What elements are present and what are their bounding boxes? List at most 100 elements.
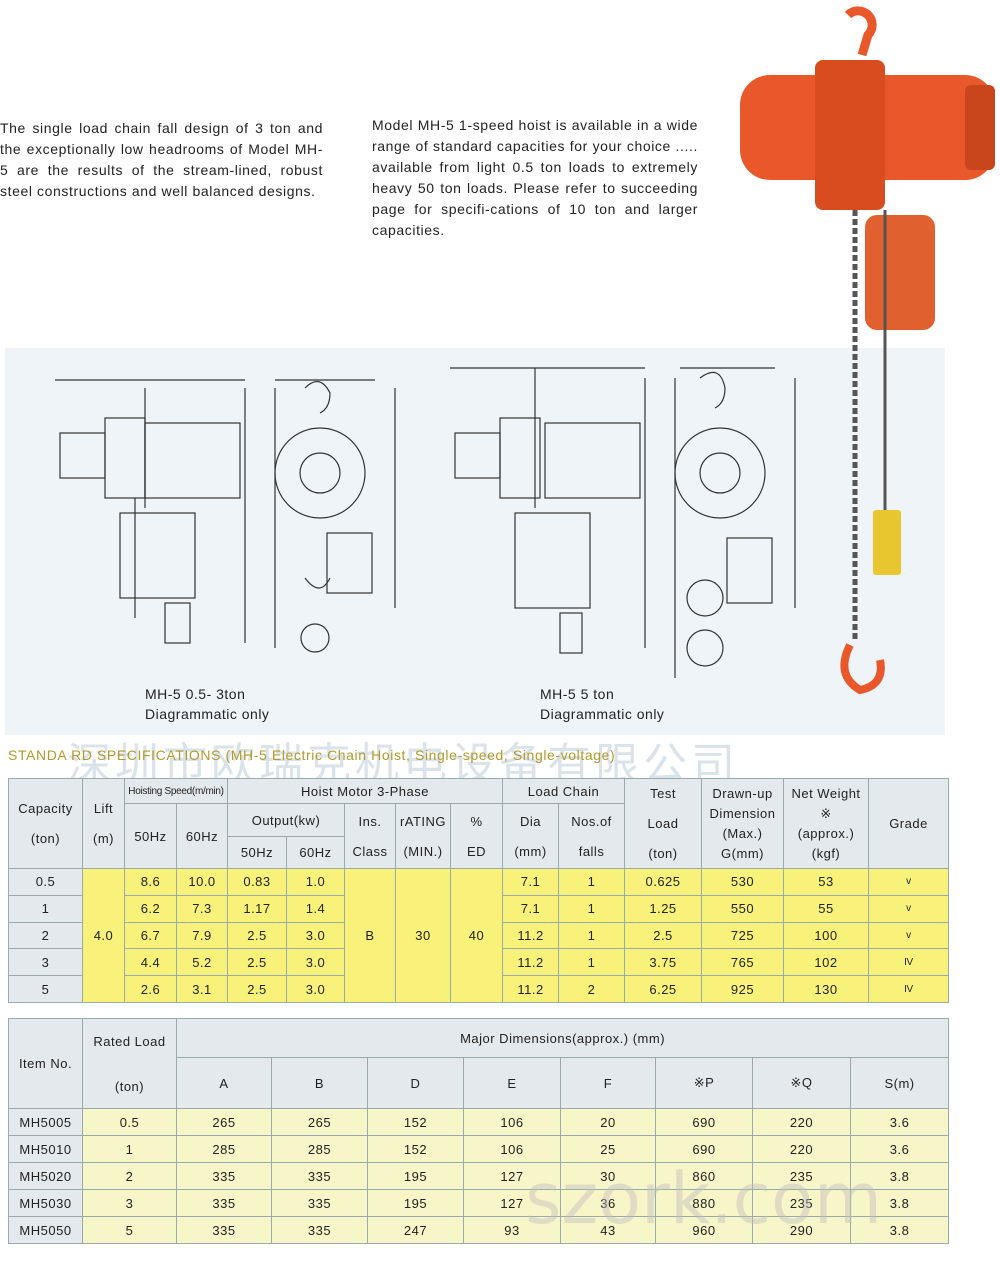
- cell-dia: 7.1: [502, 868, 560, 896]
- cell-speed-60hz: 5.2: [176, 948, 228, 977]
- cell-output-60hz: 1.4: [286, 894, 345, 923]
- cell-falls: 1: [558, 868, 626, 896]
- cell-speed-60hz: 3.1: [176, 975, 228, 1003]
- cell-value: 285: [271, 1135, 368, 1163]
- caption-note: Diagrammatic only: [540, 706, 665, 722]
- cell-drawn: 765: [701, 948, 785, 977]
- cell-value: 247: [367, 1216, 464, 1244]
- cell-value: 3.8: [849, 1216, 950, 1244]
- hoist-product-photo: [740, 6, 995, 695]
- cell-dia: 11.2: [502, 975, 560, 1003]
- cell-value: 220: [752, 1108, 851, 1136]
- cell-value: 106: [463, 1135, 561, 1163]
- table-row: 5 2.6 3.1 2.5 3.0 11.2 2 6.25 925 130 IV: [8, 975, 950, 1003]
- cell-falls: 1: [558, 948, 626, 977]
- l1: Net Weight: [791, 785, 861, 801]
- unit: (ton): [30, 831, 61, 846]
- cell-value: 25: [560, 1135, 656, 1163]
- cell-speed-60hz: 7.9: [176, 921, 228, 950]
- cell-value: 5: [82, 1216, 177, 1244]
- cell-value: 3: [82, 1189, 177, 1217]
- cell-output-50hz: 1.17: [227, 894, 287, 923]
- cell-dia: 11.2: [502, 921, 560, 950]
- cell-drawn: 530: [701, 868, 785, 896]
- header-dim-col: S(m): [849, 1057, 950, 1109]
- header-rating: rATING (MIN.): [395, 803, 451, 869]
- cell-value: 3.6: [849, 1135, 950, 1163]
- hoist-front-view-small: [274, 379, 396, 653]
- cell-output-50hz: 2.5: [227, 921, 287, 950]
- cell-item-no: MH5010: [8, 1135, 83, 1163]
- cell-test: 6.25: [624, 975, 703, 1003]
- l2: (MIN.): [403, 843, 443, 859]
- cell-net: 100: [783, 921, 870, 950]
- cell-value: 690: [655, 1135, 753, 1163]
- cell-speed-50hz: 8.6: [124, 868, 177, 896]
- header-test-load: Test Load (ton): [624, 778, 703, 869]
- hoist-side-view-small: [55, 379, 246, 644]
- hoist-side-view-large: [450, 367, 646, 654]
- header-item-no: Item No.: [8, 1018, 83, 1109]
- cell-ins-class: B: [344, 868, 396, 1003]
- cell-value: 43: [560, 1216, 656, 1244]
- header-net-weight: Net Weight ※ (approx.) (kgf): [783, 778, 870, 869]
- l1: rATING: [399, 813, 447, 829]
- cell-value: 860: [655, 1162, 753, 1190]
- l1: Test: [650, 786, 676, 801]
- diagram-caption-right: MH-5 5 ton Diagrammatic only: [540, 684, 664, 724]
- l2: ED: [466, 843, 487, 859]
- header-load-chain: Load Chain: [502, 778, 626, 804]
- l2: (ton): [114, 1078, 145, 1094]
- cell-output-60hz: 3.0: [286, 975, 345, 1003]
- cell-output-60hz: 3.0: [286, 948, 345, 977]
- caption-model: MH-5 0.5- 3ton: [145, 686, 246, 702]
- cell-speed-50hz: 6.7: [124, 921, 177, 950]
- cell-test: 0.625: [624, 868, 703, 896]
- cell-output-60hz: 1.0: [286, 868, 345, 896]
- cell-value: 285: [176, 1135, 272, 1163]
- hoist-dimension-drawings: [55, 367, 796, 678]
- cell-grade: IV: [868, 948, 950, 977]
- header-drawn-up: Drawn-up Dimension (Max.) G(mm): [701, 778, 785, 869]
- cell-value: 152: [367, 1108, 464, 1136]
- cell-drawn: 550: [701, 894, 785, 923]
- diagram-caption-left: MH-5 0.5- 3ton Diagrammatic only: [145, 684, 269, 724]
- header-falls: Nos.of falls: [558, 803, 626, 869]
- intro-right-paragraph: Model MH-5 1-speed hoist is available in…: [372, 117, 698, 238]
- header-dim-col: F: [560, 1057, 656, 1109]
- unit: (m): [93, 831, 114, 846]
- cell-value: 335: [176, 1162, 272, 1190]
- caption-model: MH-5 5 ton: [540, 686, 615, 702]
- standard-specifications-table: Capacity (ton) Lift (m) Hoisting Speed(m/m…: [8, 778, 950, 1003]
- cell-value: 335: [176, 1189, 272, 1217]
- cell-value: 880: [655, 1189, 753, 1217]
- cell-value: 220: [752, 1135, 851, 1163]
- cell-speed-60hz: 10.0: [176, 868, 228, 896]
- cell-output-50hz: 2.5: [227, 948, 287, 977]
- header-capacity: Capacity (ton): [8, 778, 83, 869]
- l2: Load: [647, 816, 679, 831]
- cell-output-50hz: 0.83: [227, 868, 287, 896]
- cell-value: 235: [752, 1162, 851, 1190]
- cell-value: 36: [560, 1189, 656, 1217]
- header-dim-col: E: [463, 1057, 561, 1109]
- major-dimensions-table: Item No. Rated Load (ton) Major Dimension…: [8, 1018, 950, 1244]
- hoist-front-view-large: [674, 367, 796, 678]
- table-row: MH5005 0.5 265 265 152 106 20 690 220 3.6: [8, 1108, 950, 1136]
- header-dim-col: D: [367, 1057, 464, 1109]
- header-speed-60hz: 60Hz: [176, 803, 228, 869]
- cell-value: 2: [82, 1162, 177, 1190]
- l3: (Max.): [722, 825, 763, 841]
- intro-left-paragraph: The single load chain fall design of 3 t…: [0, 120, 323, 199]
- header-output: Output(kw): [227, 803, 345, 837]
- cell-speed-60hz: 7.3: [176, 894, 228, 923]
- cell-value: 290: [752, 1216, 851, 1244]
- header-hoisting-speed: Hoisting Speed(m/min): [124, 778, 228, 804]
- header-ins-class: Ins. Class: [344, 803, 396, 869]
- label: Lift: [93, 801, 114, 816]
- cell-value: 3.8: [849, 1162, 950, 1190]
- table-row: MH5010 1 285 285 152 106 25 690 220 3.6: [8, 1135, 950, 1163]
- header-rated-load: Rated Load (ton): [82, 1018, 177, 1109]
- l1: %: [470, 813, 483, 829]
- cell-value: 960: [655, 1216, 753, 1244]
